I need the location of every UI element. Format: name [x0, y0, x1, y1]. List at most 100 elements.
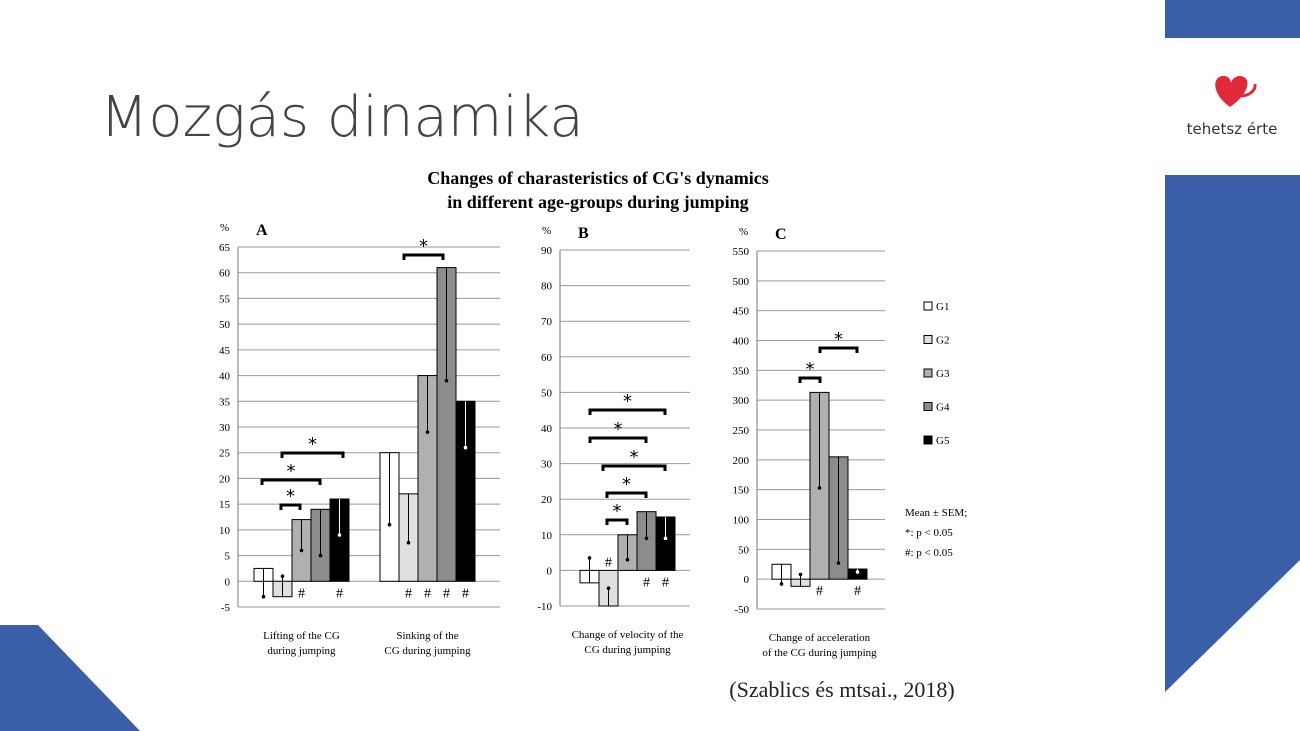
category-label: Sinking of the [396, 630, 458, 642]
y-tick-label: 45 [219, 345, 231, 357]
bracket [588, 408, 667, 415]
error-dot [836, 561, 841, 565]
y-tick-label: 550 [733, 246, 750, 258]
annotation: * [806, 359, 815, 380]
error-dot [855, 570, 860, 574]
citation: (Szablics és mtsai., 2018) [729, 677, 954, 702]
error-dot [798, 572, 803, 577]
logo-heart [1215, 75, 1248, 107]
y-tick-label: 0 [225, 576, 231, 588]
legend-label: G4 [936, 402, 950, 414]
y-tick-label: -50 [734, 604, 749, 616]
annotation: * [630, 447, 639, 468]
y-tick-label: 50 [738, 544, 750, 556]
y-tick-label: 250 [733, 425, 750, 437]
y-tick-label: 15 [219, 499, 231, 511]
y-tick-label: 70 [541, 316, 553, 328]
legend-swatch [923, 335, 933, 344]
logo-text: tehetsz érte [1187, 120, 1278, 138]
y-tick-label: 50 [541, 387, 553, 399]
y-tick-label: 50 [219, 319, 231, 331]
significance-marker: # [298, 586, 305, 601]
bracket [601, 464, 667, 471]
corner-band [1165, 0, 1300, 38]
logo-swirl [1239, 83, 1257, 98]
slide-title: Mozgás dinamika [100, 85, 584, 150]
y-axis-label: % [739, 226, 748, 238]
error-dot [663, 536, 668, 541]
panel-label: B [578, 225, 589, 242]
bracket [605, 518, 629, 525]
y-tick-label: 150 [733, 485, 750, 497]
bracket [279, 503, 302, 510]
legend-label: G2 [936, 335, 949, 347]
y-tick-label: 10 [541, 530, 553, 542]
error-dot [261, 594, 266, 599]
bracket [588, 436, 648, 443]
y-tick-label: 80 [541, 281, 553, 293]
annotation: * [622, 474, 631, 495]
panel-label: A [256, 222, 268, 239]
annotation: * [614, 419, 623, 440]
category-label: Change of acceleration [769, 632, 871, 644]
significance-marker: # [336, 586, 343, 601]
significance-marker: # [443, 586, 450, 601]
significance-marker: # [405, 586, 412, 601]
y-tick-label: 300 [733, 395, 750, 407]
error-dot [280, 574, 285, 578]
y-tick-label: 350 [733, 365, 750, 377]
category-label: of the CG during jumping [762, 647, 877, 659]
y-tick-label: 20 [541, 494, 553, 506]
y-tick-label: 0 [744, 574, 750, 586]
bracket [798, 376, 822, 383]
y-tick-label: 60 [541, 352, 553, 364]
y-axis-label: % [220, 222, 229, 234]
error-dot [779, 582, 784, 586]
corner-triangle [0, 625, 140, 731]
category-label: during jumping [267, 645, 336, 657]
legend-swatch [923, 368, 933, 378]
legend-swatch [923, 301, 933, 311]
y-tick-label: -5 [221, 602, 231, 614]
y-tick-label: -10 [537, 601, 552, 613]
legend-swatch [923, 435, 933, 445]
error-dot [318, 553, 323, 558]
annotation: * [308, 434, 317, 455]
bracket [818, 346, 859, 353]
legend-swatch [923, 402, 933, 411]
annotation: * [419, 236, 428, 257]
category-label: Lifting of the CG [263, 630, 340, 642]
y-tick-label: 500 [733, 276, 750, 288]
legend-label: G5 [936, 435, 950, 447]
y-tick-label: 200 [733, 455, 750, 467]
y-tick-label: 20 [219, 473, 231, 485]
y-tick-label: 65 [219, 242, 231, 254]
bracket [280, 451, 345, 458]
y-tick-label: 10 [219, 525, 231, 537]
significance-marker: # [643, 575, 650, 590]
y-tick-label: 40 [541, 423, 553, 435]
annotation: * [286, 486, 295, 507]
bracket [260, 478, 322, 485]
significance-marker: # [854, 584, 861, 599]
error-dot [299, 548, 304, 553]
error-dot [463, 445, 468, 450]
annotation: * [623, 391, 632, 412]
y-tick-label: 100 [733, 515, 750, 527]
error-dot [817, 486, 822, 490]
bracket [605, 491, 648, 498]
y-tick-label: 30 [219, 422, 231, 434]
bracket [402, 253, 445, 260]
annotation: * [834, 329, 843, 350]
significance-marker: # [605, 555, 612, 570]
category-label: CG during jumping [584, 644, 671, 656]
error-dot [587, 556, 592, 560]
legend-note: Mean ± SEM; [905, 507, 967, 519]
error-dot [337, 533, 342, 537]
error-dot [387, 522, 392, 527]
legend-label: G1 [936, 301, 949, 313]
y-tick-label: 55 [219, 293, 231, 305]
category-label: CG during jumping [384, 645, 471, 657]
legend-label: G3 [936, 368, 950, 380]
